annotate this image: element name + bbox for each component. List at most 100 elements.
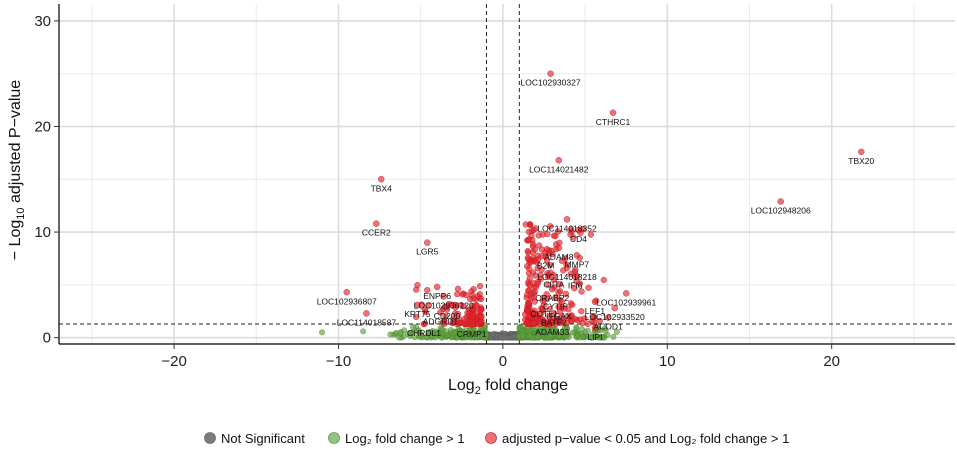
y-axis-title: − Log10 adjusted P−value xyxy=(7,80,27,260)
point-significant xyxy=(549,285,556,293)
gene-label: CHRDL1 xyxy=(407,328,441,338)
point-significant xyxy=(523,319,531,326)
point-significant xyxy=(522,221,529,228)
point-significant xyxy=(537,275,544,282)
gene-label: B2M xyxy=(537,260,554,270)
point-significant xyxy=(524,263,531,270)
point-significant xyxy=(529,269,537,276)
cutoff-lines xyxy=(59,4,955,344)
point-significant xyxy=(556,281,564,288)
point-fold-change xyxy=(569,329,576,336)
point-significant xyxy=(557,288,564,295)
point-fold-change xyxy=(461,329,467,335)
point-fold-change xyxy=(548,333,554,339)
point-significant xyxy=(546,305,553,313)
point-significant xyxy=(600,276,607,284)
point-significant xyxy=(550,232,558,239)
point-significant xyxy=(478,313,485,320)
point-significant xyxy=(575,226,582,234)
gene-label: CYTIP xyxy=(543,302,568,312)
gene-label: ADGRD1 xyxy=(423,316,459,326)
point-significant xyxy=(449,319,456,326)
point-significant xyxy=(469,302,476,310)
point-significant xyxy=(525,236,533,243)
point-significant xyxy=(563,320,570,327)
point-significant xyxy=(555,303,562,311)
gene-label: LGR5 xyxy=(416,247,438,257)
point-fold-change xyxy=(360,328,367,335)
point-significant xyxy=(540,301,548,309)
legend-swatch-fc xyxy=(328,432,340,444)
point-significant xyxy=(414,301,421,309)
gene-label: CIITA xyxy=(543,279,564,289)
point-significant xyxy=(550,310,558,317)
point-significant xyxy=(571,285,578,292)
point-fold-change xyxy=(559,329,566,336)
point-significant xyxy=(549,319,556,327)
gene-label: LIPI xyxy=(587,332,602,342)
point-significant xyxy=(363,310,370,317)
point-significant xyxy=(585,284,592,291)
point-fold-change xyxy=(575,332,581,339)
point-fold-change xyxy=(474,334,481,341)
point-significant xyxy=(420,320,428,328)
point-significant xyxy=(433,283,441,291)
point-significant xyxy=(443,303,451,311)
gene-labels: LOC102930327 CTHRC1 LOC114021482 TBX20 LOC10… xyxy=(317,78,875,342)
point-significant xyxy=(550,272,558,279)
point-significant xyxy=(858,148,865,156)
point-fold-change xyxy=(519,333,526,340)
point-significant xyxy=(554,228,562,235)
point-significant xyxy=(525,301,532,308)
gene-label: MMP7 xyxy=(565,259,590,269)
point-significant xyxy=(424,287,431,294)
point-significant xyxy=(454,310,462,318)
point-fold-change xyxy=(427,334,434,341)
gene-label: TBX20 xyxy=(848,156,874,166)
gene-label: TBX4 xyxy=(371,183,393,193)
gene-label: BATF2 xyxy=(541,317,567,327)
gene-label: CD4 xyxy=(570,234,587,244)
point-fold-change xyxy=(410,324,416,331)
point-significant xyxy=(546,261,554,269)
gene-label: CCER2 xyxy=(362,228,391,238)
legend-swatch-ns xyxy=(204,432,216,444)
gene-label: ADAM33 xyxy=(535,327,569,337)
point-significant xyxy=(558,257,566,264)
point-fold-change xyxy=(425,329,432,336)
point-significant xyxy=(545,281,552,288)
gene-label: ADAM8 xyxy=(544,252,574,262)
point-fold-change xyxy=(401,327,408,334)
point-not-significant xyxy=(489,331,496,338)
gene-label: LEF1 xyxy=(585,306,606,316)
point-fold-change xyxy=(613,329,620,335)
point-fold-change xyxy=(407,330,414,337)
point-significant xyxy=(525,256,532,263)
legend-label-sig: adjusted p−value < 0.05 and Log₂ fold ch… xyxy=(502,431,789,446)
point-significant xyxy=(555,157,562,164)
point-significant xyxy=(573,252,581,259)
point-significant xyxy=(611,304,618,312)
point-significant xyxy=(604,314,612,321)
x-tick-label: −20 xyxy=(161,353,186,370)
point-significant xyxy=(425,302,433,309)
point-fold-change xyxy=(582,329,588,336)
point-fold-change xyxy=(526,332,533,339)
gene-label: LOC114018587 xyxy=(337,317,397,327)
point-significant xyxy=(543,245,551,253)
gene-label: LOC102948206 xyxy=(751,205,811,215)
gene-label: CRABP2 xyxy=(535,293,569,303)
data-points xyxy=(319,70,865,341)
gene-label: CD200 xyxy=(434,311,461,321)
point-significant xyxy=(542,253,549,260)
point-significant xyxy=(590,313,597,321)
point-significant xyxy=(568,317,576,324)
point-significant xyxy=(527,282,534,289)
point-fold-change xyxy=(447,327,454,333)
point-significant xyxy=(534,265,541,272)
gene-label: LOC114021482 xyxy=(529,164,589,174)
gene-label: CRMP1 xyxy=(457,329,487,339)
y-tick-label: 0 xyxy=(43,330,51,347)
point-significant xyxy=(534,313,541,320)
